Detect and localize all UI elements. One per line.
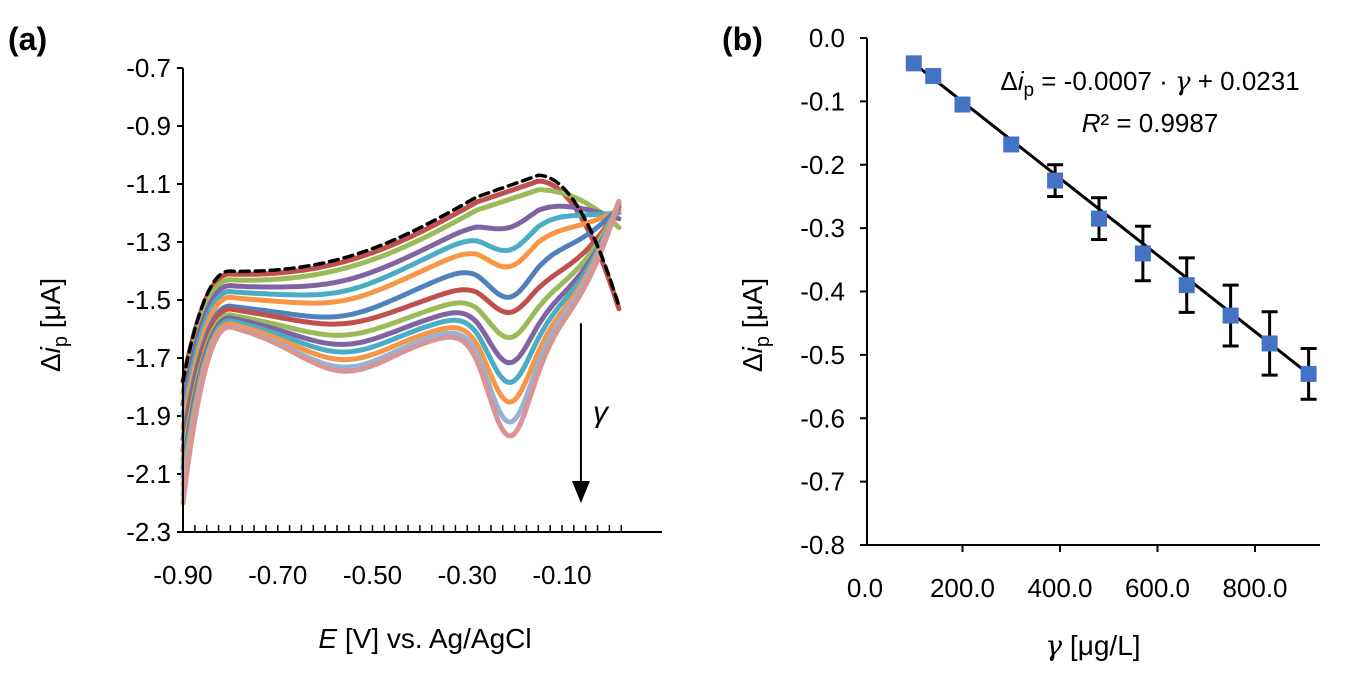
panel-a-tick-marks [177,67,622,533]
cv-curve-baseline [181,173,621,383]
eq-gamma: γ [1175,67,1191,97]
y-title-sub: p [50,336,72,347]
y-title-sub: p [752,336,774,347]
fit-equation: Δip = -0.0007 · γ + 0.0231 [1000,66,1299,101]
x-title-var: E [318,623,337,654]
data-point [925,68,942,85]
data-point [1300,365,1317,382]
y-title-var: i [35,346,66,353]
y-title-unit: [μA] [35,278,66,336]
panel-b-y-tick-labels: 0.0 -0.1 -0.2 -0.3 -0.4 -0.5 -0.6 -0.7 -0.8 [800,23,845,560]
x-title-gamma: γ [1045,629,1062,662]
data-point [1047,172,1064,189]
y-tick-label: -0.1 [800,86,845,116]
x-tick-label: -0.30 [438,560,497,590]
data-point [1134,245,1151,262]
cv-curve-c9 [180,201,622,471]
y-tick-label: -2.1 [126,459,171,489]
panel-a-y-axis-title: Δip [μA] [35,278,72,372]
cv-curve-c7 [180,204,622,454]
panel-a-concentration-arrow: γ [571,323,610,503]
data-point [1091,210,1107,227]
x-tick-label: -0.90 [153,560,212,590]
y-tick-label: -0.7 [800,467,845,497]
y-tick-label: -0.2 [800,150,845,180]
eq-rest2: + 0.0231 [1191,66,1300,96]
cv-curve-c1 [180,178,622,384]
y-title-delta: Δ [35,353,66,372]
panel-b-fit-line [912,62,1310,376]
x-tick-label: -0.70 [248,560,307,590]
panel-b-y-axis-title: Δip [μA] [737,278,774,372]
panel-a-cv-plot: (a) -0.7 -0.9 -1.1 -1.3 -1.5 -1.7 -1.9 -2.1 -2.3… [8,21,662,654]
panel-b-data-points [905,55,1317,382]
cv-curve-c3 [180,203,622,407]
r-squared-label: R² = 0.9987 [1082,108,1219,138]
x-title-rest: [μg/L] [1062,630,1140,661]
cv-curve-c4 [180,210,622,419]
x-tick-label: 0.0 [847,573,883,603]
y-tick-label: -1.7 [126,343,171,373]
data-point [1261,335,1278,352]
cv-curve-c11 [180,198,622,489]
panel-b-label: (b) [722,21,763,57]
y-title-delta: Δ [737,353,768,372]
data-point [1003,136,1020,153]
x-tick-label: 800.0 [1222,573,1287,603]
x-tick-label: -0.10 [532,560,591,590]
x-tick-label: 400.0 [1027,573,1092,603]
y-tick-label: -0.3 [800,213,845,243]
y-tick-label: -1.1 [126,169,171,199]
y-tick-label: -1.5 [126,285,171,315]
panel-a-label: (a) [8,21,47,57]
x-tick-label: 200.0 [930,573,995,603]
data-point [1222,307,1239,324]
panel-a-curves [180,173,622,506]
r2-rest: ² = 0.9987 [1100,108,1218,138]
panel-a-x-axis-title: E [V] vs. Ag/AgCl [318,623,531,654]
cv-curve-c6 [180,204,622,442]
panel-a-x-tick-labels: -0.90 -0.70 -0.50 -0.30 -0.10 [153,560,591,590]
eq-delta: Δ [1000,66,1017,96]
x-title-rest: [V] vs. Ag/AgCl [337,623,532,654]
panel-b-tick-marks [860,37,1256,552]
cv-curve-c8 [180,201,622,462]
panel-b-calibration-plot: (b) 0.0-0.1-0.2-0.3-0.4-0.5-0.6-0.7-0.8 … [722,21,1320,662]
y-tick-label: -2.3 [126,517,171,547]
eq-sub: p [1023,80,1034,101]
y-tick-label: 0.0 [809,23,845,53]
cv-curve-c5 [180,207,622,431]
panel-a-y-tick-labels: -0.7 -0.9 -1.1 -1.3 -1.5 -1.7 -1.9 -2.1 -2.3 [126,53,171,547]
eq-rest1: = -0.0007 · [1034,66,1175,96]
panel-b-x-axis-title: γ [μg/L] [1045,629,1140,662]
x-tick-label: 600.0 [1125,573,1190,603]
arrow-head [571,481,590,503]
cv-curve-c12 [180,198,622,497]
eq-var: i [1018,66,1025,96]
y-title-var: i [737,346,768,353]
data-point [954,96,971,113]
arrow-gamma-label: γ [593,396,610,429]
y-tick-label: -0.6 [800,403,845,433]
x-tick-label: -0.50 [343,560,402,590]
y-title-unit: [μA] [737,278,768,336]
y-tick-label: -0.8 [800,530,845,560]
data-point [905,55,922,72]
cv-curve-c13 [180,198,622,506]
y-tick-label: -0.9 [126,111,171,141]
y-tick-label: -0.7 [126,53,171,83]
r2-var: R [1082,108,1101,138]
panel-b-x-tick-labels: 0.0 200.0 400.0 600.0 800.0 [847,573,1288,603]
y-tick-label: -1.3 [126,227,171,257]
y-tick-label: -1.9 [126,401,171,431]
cv-curve-c2 [180,187,622,396]
y-tick-label: -0.5 [800,340,845,370]
y-tick-label: -0.4 [800,277,845,307]
data-point [1178,277,1195,294]
cv-curve-c10 [180,198,622,480]
